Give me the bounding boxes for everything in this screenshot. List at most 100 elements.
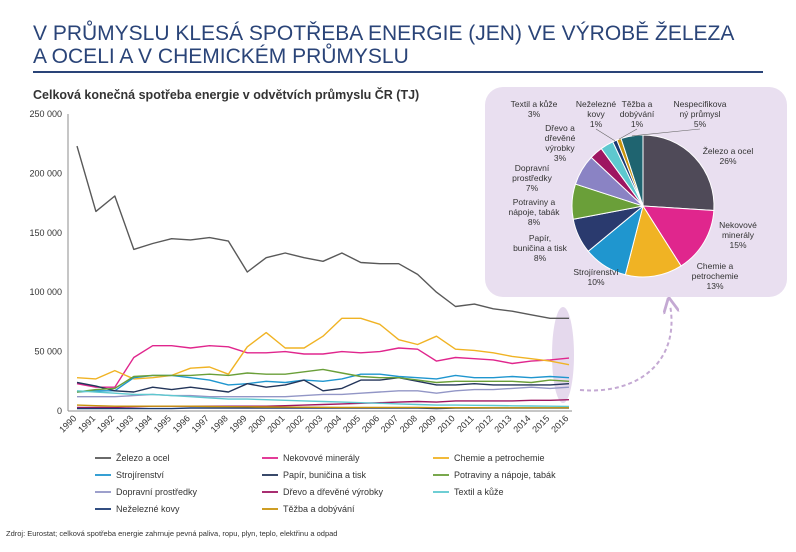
pie-label-text: Železo a ocel 26%	[703, 146, 754, 166]
pie-label-tezba-a-dobyvani: Těžba a dobývání 1%	[620, 99, 655, 129]
pie-slice-nekovove-mineraly	[642, 205, 715, 267]
pie-label-text: Chemie a petrochemie 13%	[692, 261, 739, 291]
legend-label: Železo a ocel	[116, 453, 170, 463]
pie-label-text: Dřevo a dřevěné výrobky 3%	[545, 123, 576, 163]
legend-item-nezelezne-kovy: Neželezné kovy	[95, 504, 180, 514]
x-tick-label: 1992	[95, 413, 116, 434]
legend-item-potraviny-a-napoje-tabak: Potraviny a nápoje, tabák	[433, 470, 556, 480]
legend-label: Strojírenství	[116, 470, 165, 480]
legend-item-tezba-a-dobyvani: Těžba a dobývání	[262, 504, 355, 514]
legend-item-nekovove-mineraly: Nekovové minerály	[262, 453, 360, 463]
pie-label-papir-bunicina-a-tisk: Papír, buničina a tisk 8%	[513, 233, 568, 263]
legend-label: Chemie a petrochemie	[454, 453, 545, 463]
x-tick-label: 1994	[133, 413, 154, 434]
legend-item-textil-a-kuze: Textil a kůže	[433, 487, 504, 497]
series-line-dopravni-prostredky	[77, 386, 570, 398]
x-tick-label: 2012	[473, 413, 494, 434]
pie-label-text: Nespecifikova ný průmysl 5%	[674, 99, 727, 129]
x-tick-label: 2005	[341, 413, 362, 434]
x-tick-label: 1990	[57, 413, 78, 434]
legend-item-papir-bunicina-a-tisk: Papír, buničina a tisk	[262, 470, 367, 480]
series-line-potraviny-a-napoje-tabak	[76, 368, 570, 393]
pie-label-text: Neželezné kovy 1%	[576, 99, 616, 129]
pie-label-zelezo-a-ocel: Železo a ocel 26%	[703, 146, 754, 166]
pie-label-text: Potraviny a nápoje, tabák 8%	[508, 197, 560, 227]
page-title-line1: V PRŮMYSLU KLESÁ SPOTŘEBA ENERGIE (JEN) …	[33, 22, 735, 45]
pie-label-text: Papír, buničina a tisk 8%	[513, 233, 568, 263]
pie-slice-zelezo-a-ocel	[642, 134, 715, 211]
legend-item-zelezo-a-ocel: Železo a ocel	[95, 453, 170, 463]
chart-title: Celková konečná spotřeba energie v odvět…	[33, 88, 420, 102]
series-line-textil-a-kuze	[76, 390, 570, 408]
series-line-zelezo-a-ocel	[76, 145, 569, 319]
legend-label: Dopravní prostředky	[116, 487, 198, 497]
page-title: V PRŮMYSLU KLESÁ SPOTŘEBA ENERGIE (JEN) …	[33, 22, 773, 68]
pie-label-text: Nekovové minerály 15%	[719, 220, 757, 250]
series-line-chemie-a-petrochemie	[76, 317, 570, 380]
x-tick-label: 2003	[303, 413, 324, 434]
pie-leader-line	[595, 128, 615, 142]
y-tick-label: 250 000	[29, 109, 62, 119]
y-tick-label: 100 000	[29, 287, 62, 297]
pie-leader-line	[618, 128, 638, 140]
pie-label-text: Dopravní prostředky 7%	[512, 163, 552, 193]
x-tick-label: 1995	[152, 413, 173, 434]
pie-label-textil-a-kuze: Textil a kůže 3%	[511, 99, 558, 119]
pie-chart: Železo a ocel 26% Nekovové minerály 15% Chemi…	[508, 99, 757, 291]
x-tick-label: 2011	[455, 413, 476, 434]
pie-label-dopravni-prostredky: Dopravní prostředky 7%	[512, 163, 552, 193]
x-tick-label: 1993	[114, 413, 135, 434]
legend: Železo a ocel Nekovové minerály Chemie a p…	[95, 453, 556, 514]
legend-label: Potraviny a nápoje, tabák	[454, 470, 556, 480]
legend-label: Nekovové minerály	[283, 453, 360, 463]
pie-label-nezelezne-kovy: Neželezné kovy 1%	[576, 99, 616, 129]
pie-label-strojirenstvi: Strojírenství 10%	[573, 267, 619, 287]
x-tick-label: 1997	[190, 413, 211, 434]
pie-leader-line	[631, 128, 701, 137]
x-tick-label: 2007	[379, 413, 400, 434]
x-tick-label: 2015	[530, 413, 551, 434]
page-title-line2: A OCELI A V CHEMICKÉM PRŮMYSLU	[33, 45, 409, 68]
pie-label-text: Textil a kůže 3%	[511, 99, 558, 119]
x-tick-label: 2004	[322, 413, 343, 434]
x-tick-label: 1991	[76, 413, 97, 434]
pie-label-potraviny-a-napoje-tabak: Potraviny a nápoje, tabák 8%	[508, 197, 560, 227]
source-note: Zdroj: Eurostat; celková spotřeba energi…	[6, 529, 338, 538]
x-tick-label: 1998	[209, 413, 230, 434]
series-line-papir-bunicina-a-tisk	[76, 377, 570, 393]
legend-label: Textil a kůže	[454, 487, 504, 497]
legend-label: Neželezné kovy	[116, 504, 180, 514]
pie-label-chemie-a-petrochemie: Chemie a petrochemie 13%	[692, 261, 739, 291]
y-tick-label: 0	[57, 406, 62, 416]
y-tick-label: 200 000	[29, 168, 62, 178]
pie-label-text: Těžba a dobývání 1%	[620, 99, 655, 129]
x-tick-label: 2008	[398, 413, 419, 434]
x-tick-label: 2001	[265, 413, 286, 434]
pie-label-text: Strojírenství 10%	[573, 267, 619, 287]
legend-item-dopravni-prostredky: Dopravní prostředky	[95, 487, 198, 497]
legend-item-chemie-a-petrochemie: Chemie a petrochemie	[433, 453, 545, 463]
y-tick-label: 50 000	[34, 347, 62, 357]
highlight-ellipse	[552, 307, 574, 403]
connector-arrow	[579, 305, 672, 392]
legend-label: Papír, buničina a tisk	[283, 470, 367, 480]
x-tick-label: 2006	[360, 413, 381, 434]
x-tick-label: 1996	[171, 413, 192, 434]
legend-item-drevo-a-drevene-vyrobky: Dřevo a dřevěné výrobky	[262, 487, 384, 497]
pie-slice-chemie-a-petrochemie	[624, 204, 682, 278]
pie-label-nespecifikovany-prumysl: Nespecifikova ný průmysl 5%	[674, 99, 727, 129]
x-tick-label: 2002	[284, 413, 305, 434]
series-line-nekovove-mineraly	[76, 345, 570, 388]
y-tick-label: 150 000	[29, 228, 62, 238]
legend-item-strojirenstvi: Strojírenství	[95, 470, 165, 480]
series-line-tezba-a-dobyvani	[76, 404, 569, 409]
x-tick-label: 1999	[227, 413, 248, 434]
x-tick-label: 2009	[417, 413, 438, 434]
pie-label-drevo-a-drevene-vyrobky: Dřevo a dřevěné výrobky 3%	[545, 123, 576, 163]
x-tick-label: 2013	[492, 413, 513, 434]
x-tick-label: 2016	[549, 413, 570, 434]
legend-label: Dřevo a dřevěné výrobky	[283, 487, 384, 497]
x-tick-label: 2010	[436, 413, 457, 434]
